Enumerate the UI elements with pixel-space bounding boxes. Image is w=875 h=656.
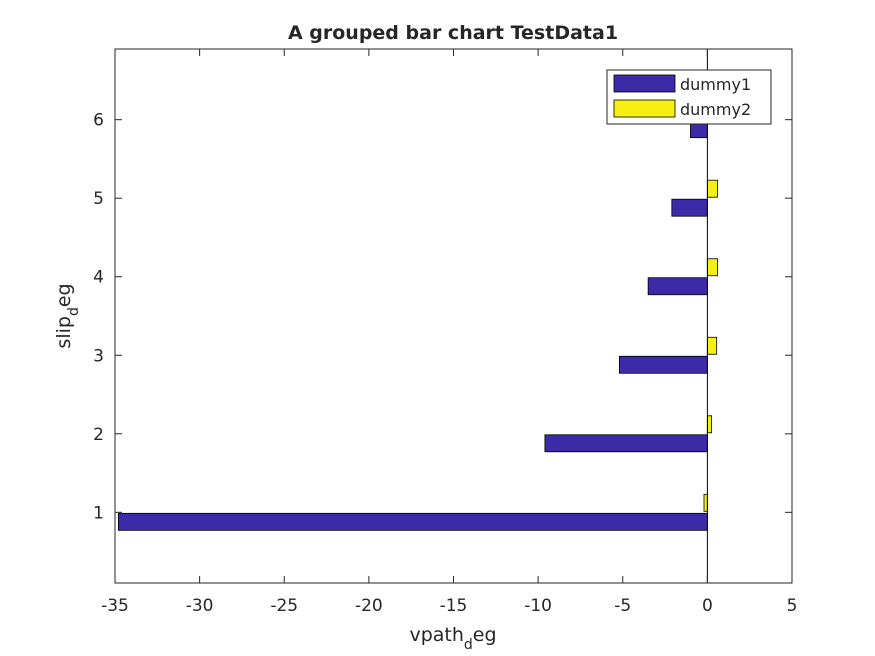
legend-label-dummy2: dummy2 — [680, 100, 751, 119]
x-axis-label-main: vpath — [409, 624, 463, 646]
x-axis-label: vpathdeg — [409, 624, 496, 653]
bar-dummy1-5 — [671, 198, 708, 217]
y-axis-label-subscript: d — [66, 307, 82, 316]
legend-label-dummy1: dummy1 — [680, 75, 751, 94]
legend-swatch-dummy2 — [613, 99, 676, 118]
y-tick-label: 1 — [93, 503, 104, 523]
x-tick-label: -30 — [186, 596, 214, 616]
x-tick-label: -20 — [355, 596, 383, 616]
y-tick-label: 4 — [93, 268, 104, 288]
bar-dummy1-2 — [544, 434, 708, 453]
x-tick-label: -5 — [614, 596, 631, 616]
y-tick-label: 5 — [93, 189, 104, 209]
y-axis-label-main: slip — [53, 316, 75, 349]
y-tick-label: 3 — [93, 346, 104, 366]
x-tick-label: -35 — [101, 596, 129, 616]
bar-dummy2-1 — [703, 493, 708, 512]
legend: dummy1 dummy2 — [606, 69, 772, 125]
x-axis-ticks: -35 -30 -25 -20 -15 -10 -5 0 5 — [101, 49, 797, 616]
x-axis-label-tail: eg — [473, 624, 497, 646]
y-axis-ticks: 1 2 3 4 5 6 — [93, 111, 792, 523]
bar-dummy1-4 — [647, 277, 708, 296]
x-tick-label: -25 — [270, 596, 298, 616]
bar-dummy2-3 — [706, 336, 718, 355]
bar-dummy1-1 — [117, 512, 708, 531]
y-axis-label-tail: eg — [53, 283, 75, 307]
plot-area — [115, 49, 792, 583]
chart-title: A grouped bar chart TestData1 — [288, 22, 618, 44]
bar-dummy1-3 — [618, 355, 708, 374]
y-axis-label: slipdeg — [53, 283, 82, 348]
x-tick-label: 5 — [787, 596, 798, 616]
y-tick-label: 6 — [93, 111, 104, 131]
bar-dummy2-5 — [706, 179, 718, 198]
x-tick-label: -10 — [524, 596, 552, 616]
bar-dummy2-4 — [706, 258, 718, 277]
x-tick-label: -15 — [440, 596, 468, 616]
y-tick-label: 2 — [93, 425, 104, 445]
bar-dummy2-2 — [706, 415, 713, 434]
x-tick-label: 0 — [702, 596, 713, 616]
x-axis-label-subscript: d — [464, 637, 473, 653]
legend-swatch-dummy1 — [613, 74, 676, 93]
